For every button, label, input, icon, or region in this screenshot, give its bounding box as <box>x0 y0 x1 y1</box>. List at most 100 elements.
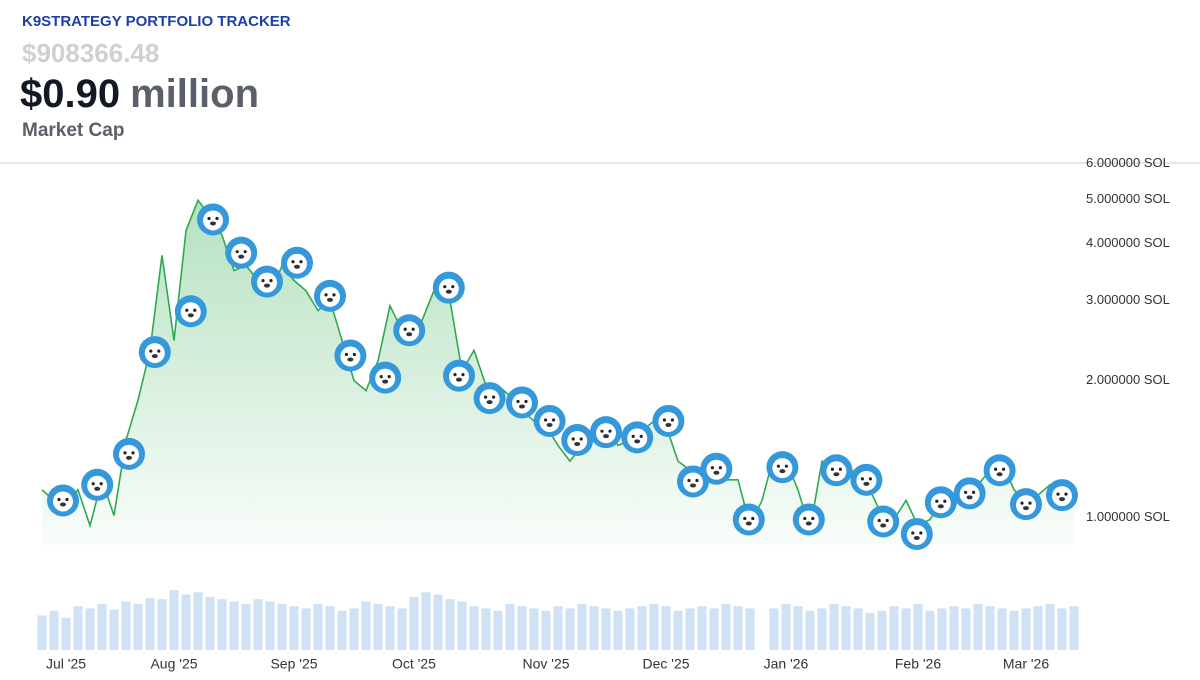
marker-eye <box>860 477 865 481</box>
marker-face <box>856 470 877 491</box>
buy-marker <box>138 336 171 369</box>
marker-eye <box>695 478 699 483</box>
marker-eye <box>185 308 189 312</box>
marker-nose <box>456 377 462 382</box>
marker-nose <box>486 400 493 405</box>
volume-bar <box>109 609 119 650</box>
marker-eye <box>1002 467 1006 471</box>
y-tick-label: 2.000000 SOL <box>1086 372 1170 387</box>
marker-face <box>438 278 459 299</box>
marker-face <box>53 491 73 512</box>
volume-bar <box>781 603 791 650</box>
x-tick-label: Feb '26 <box>895 656 941 672</box>
volume-bar <box>649 603 659 650</box>
volume-bar <box>589 606 599 650</box>
marker-nose <box>603 434 609 439</box>
marker-eye <box>743 516 747 521</box>
y-tick-label: 5.000000 SOL <box>1086 191 1170 206</box>
marker-eye <box>608 429 612 433</box>
marker-nose <box>294 264 300 269</box>
volume-bar <box>949 606 959 650</box>
volume-bar <box>181 594 191 650</box>
marker-eye <box>639 434 643 438</box>
marker-eye <box>885 518 889 523</box>
marker-nose <box>966 495 973 500</box>
marker-eye <box>291 260 295 264</box>
marker-eye <box>243 250 247 254</box>
marker-nose <box>238 254 245 259</box>
volume-bar <box>85 608 95 650</box>
volume-bar <box>1069 606 1079 650</box>
marker-face <box>87 475 108 496</box>
buy-marker <box>1046 479 1078 512</box>
buy-marker <box>47 484 79 517</box>
volume-bar <box>805 610 815 650</box>
volume-bar <box>745 608 755 650</box>
buy-marker <box>732 503 765 536</box>
volume-bar <box>493 610 503 650</box>
marker-eye <box>299 260 303 264</box>
marker-nose <box>574 442 581 447</box>
volume-bar <box>313 603 323 650</box>
marker-eye <box>972 490 976 494</box>
marker-eye <box>157 349 161 353</box>
buy-marker <box>393 314 426 347</box>
buy-marker <box>766 451 799 484</box>
marker-eye <box>994 467 998 471</box>
marker-face <box>930 493 951 514</box>
marker-nose <box>665 422 672 427</box>
volume-bar <box>877 610 887 650</box>
volume-bar <box>517 606 527 650</box>
buy-marker <box>533 404 566 437</box>
volume-bar <box>541 610 551 650</box>
volume-bar <box>97 603 107 650</box>
marker-eye <box>332 293 336 297</box>
marker-nose <box>94 486 101 491</box>
marker-nose <box>690 483 696 488</box>
volume-bar <box>1057 608 1067 650</box>
buy-marker <box>251 265 283 298</box>
volume-bar <box>793 606 803 650</box>
marker-nose <box>833 472 840 477</box>
volume-bar <box>193 592 203 650</box>
volume-bar <box>553 606 563 650</box>
marker-eye <box>670 418 675 422</box>
volume-bar <box>205 596 215 650</box>
volume-bar <box>625 608 635 650</box>
marker-nose <box>187 313 194 318</box>
buy-marker <box>900 517 933 550</box>
buy-marker <box>677 465 709 498</box>
volume-bar <box>685 608 695 650</box>
volume-bar <box>61 617 71 650</box>
buy-marker <box>281 246 313 279</box>
marker-face <box>989 461 1010 482</box>
buy-marker <box>369 361 402 394</box>
x-tick-label: Nov '25 <box>522 656 569 672</box>
volume-bar <box>241 603 251 650</box>
market-cap-value: $0.90 million <box>20 72 259 116</box>
volume-bar <box>865 613 875 650</box>
marker-eye <box>600 429 604 433</box>
buy-marker <box>506 386 538 419</box>
volume-bar <box>481 608 491 650</box>
marker-eye <box>911 531 915 535</box>
volume-bar <box>325 606 335 650</box>
marker-nose <box>519 404 525 409</box>
marker-eye <box>919 531 923 535</box>
buy-marker <box>983 454 1016 487</box>
y-tick-label: 6.000000 SOL <box>1086 155 1170 170</box>
marker-eye <box>65 497 69 502</box>
volume-bar <box>217 599 227 650</box>
volume-bar <box>721 603 731 650</box>
marker-face <box>873 512 894 533</box>
volume-bar <box>997 608 1007 650</box>
marker-nose <box>382 379 389 384</box>
volume-bar <box>421 592 431 650</box>
marker-face <box>683 472 703 493</box>
marker-eye <box>579 437 583 441</box>
marker-eye <box>99 482 103 486</box>
volume-bar <box>157 599 167 650</box>
marker-nose <box>713 470 720 475</box>
